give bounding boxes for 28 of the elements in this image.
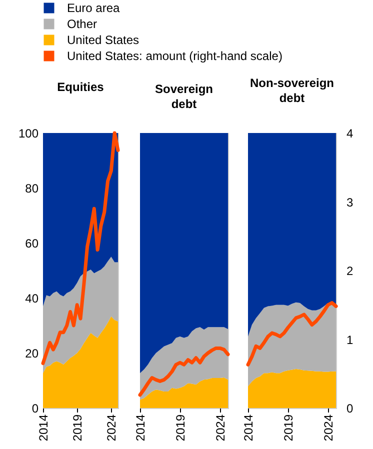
y2-tick-label: 4 [346,126,354,140]
x-tick-label: 2019 [282,414,296,442]
chart-title: Non-sovereign debt [250,76,334,105]
x-tick-label: 2024 [214,414,228,442]
x-tick-label: 2024 [104,414,119,442]
y-tick-label: 40 [25,292,39,306]
x-tick-label: 2014 [242,414,256,442]
y-tick-label: 0 [32,402,39,416]
y-tick-label: 20 [25,346,39,360]
x-tick-label: 2019 [70,414,85,442]
y2-tick-label: 0 [346,402,354,416]
y-tick-label: 80 [25,182,39,196]
x-tick-label: 2019 [174,414,188,442]
chart-title: Sovereign debt [154,82,214,111]
y2-tick-label: 1 [346,332,354,347]
line-series [246,301,338,366]
x-tick-label: 2014 [134,414,148,442]
legend-label: Euro area [67,1,120,15]
x-tick-label: 2024 [322,414,336,442]
legend-label: Other [67,17,98,31]
y-tick-label: 100 [18,126,39,140]
chart-title: Equities [57,80,104,94]
y-tick-label: 60 [25,236,39,250]
x-tick-label: 2014 [36,414,50,442]
y2-tick-label: 3 [346,195,354,210]
y2-tick-label: 2 [346,264,354,278]
legend-label: United States: amount (right-hand scale) [67,49,282,63]
legend-label: United States [67,33,140,47]
